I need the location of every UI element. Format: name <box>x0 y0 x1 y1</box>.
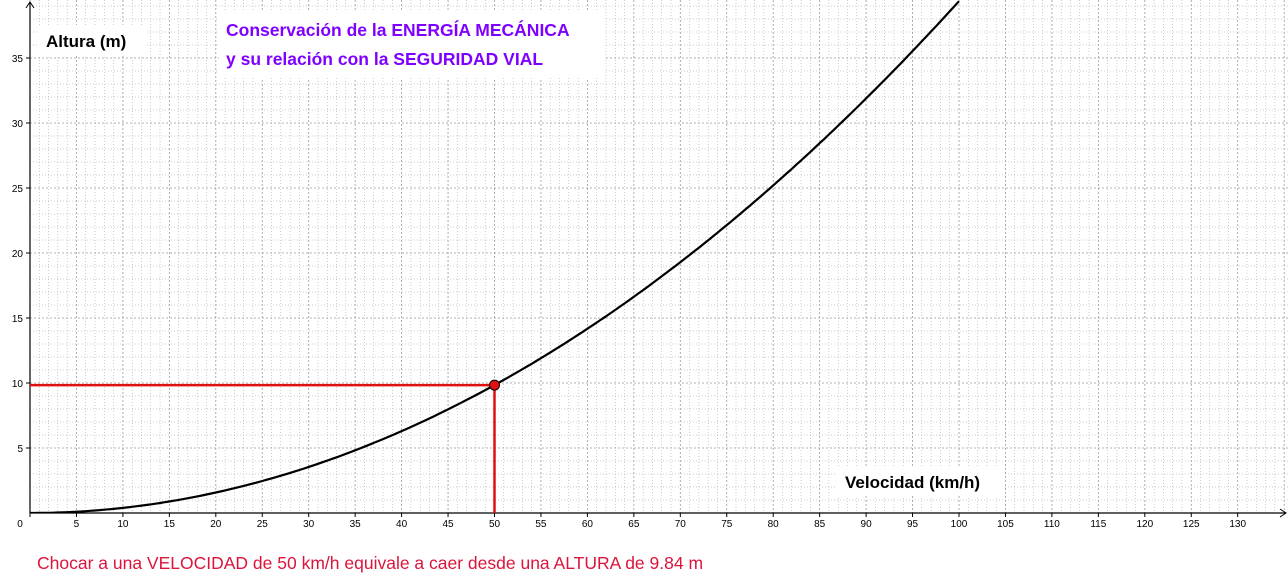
tick-labels: 0 5 10 15 20 25 30 35 40 45 50 55 60 65 70 75 80 85 90 95 10… <box>12 54 1247 530</box>
x-tick-label: 65 <box>628 519 640 530</box>
axes <box>25 1 1287 518</box>
x-tick-label: 100 <box>951 519 968 530</box>
x-tick-label: 40 <box>396 519 408 530</box>
x-tick-label: 70 <box>675 519 687 530</box>
x-tick-label: 5 <box>74 519 80 530</box>
x-tick-label: 30 <box>303 519 315 530</box>
x-tick-label: 115 <box>1090 519 1106 530</box>
grid <box>29 0 1288 513</box>
x-tick-label: 50 <box>489 519 501 530</box>
y-axis-title-bg <box>37 25 145 55</box>
x-tick-label: 105 <box>997 519 1014 530</box>
x-tick-label: 125 <box>1183 519 1200 530</box>
x-tick-label: 35 <box>350 519 362 530</box>
x-axis-arrow <box>1279 508 1287 518</box>
title-line-2: y su relación con la SEGURIDAD VIAL <box>226 49 543 69</box>
x-axis-title-bg <box>837 466 1005 496</box>
x-tick-label: 75 <box>721 519 733 530</box>
x-tick-label: 90 <box>861 519 873 530</box>
x-tick-label: 55 <box>535 519 547 530</box>
x-axis-title: Velocidad (km/h) <box>845 473 980 492</box>
x-tick-label: 25 <box>257 519 269 530</box>
y-tick-label: 35 <box>12 54 24 65</box>
x-tick-label: 120 <box>1136 519 1153 530</box>
marker-point <box>489 379 500 391</box>
x-tick-label: 80 <box>768 519 780 530</box>
x-tick-label: 85 <box>814 519 826 530</box>
x-tick-label: 95 <box>907 519 919 530</box>
result-text: Chocar a una VELOCIDAD de 50 km/h equiva… <box>37 553 704 573</box>
y-axis-title: Altura (m) <box>46 32 126 51</box>
x-tick-label: 0 <box>17 519 23 530</box>
y-tick-label: 20 <box>12 249 24 260</box>
y-tick-label: 10 <box>12 379 24 390</box>
y-tick-label: 25 <box>12 184 24 195</box>
x-tick-label: 110 <box>1044 519 1060 530</box>
y-axis-arrow <box>25 1 35 9</box>
y-tick-label: 15 <box>12 314 24 325</box>
marker-lines <box>30 379 500 513</box>
title-bg <box>219 12 604 78</box>
x-tick-label: 10 <box>117 519 129 530</box>
title-line-1: Conservación de la ENERGÍA MECÁNICA <box>226 19 570 40</box>
x-tick-label: 45 <box>442 519 454 530</box>
y-tick-label: 5 <box>17 444 23 455</box>
y-tick-label: 30 <box>12 119 24 130</box>
x-tick-label: 20 <box>210 519 222 530</box>
x-tick-label: 15 <box>164 519 176 530</box>
x-tick-label: 60 <box>582 519 594 530</box>
x-tick-label: 130 <box>1229 519 1246 530</box>
